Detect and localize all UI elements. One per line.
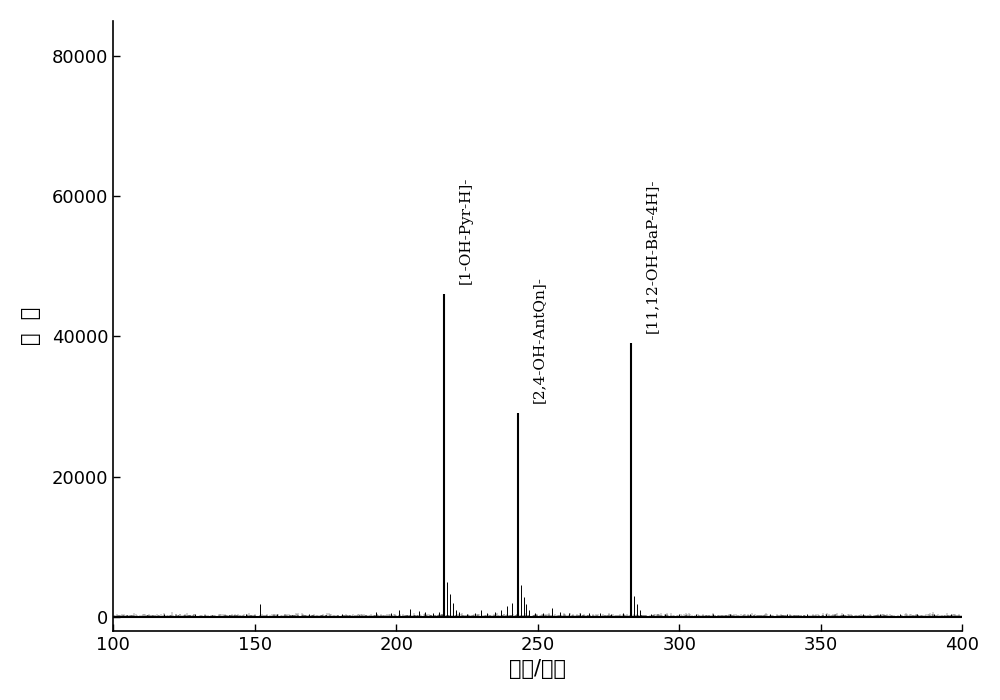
- Text: [1-OH-Pyr-H]-: [1-OH-Pyr-H]-: [459, 176, 473, 284]
- Text: [2,4-OH-AntQn]-: [2,4-OH-AntQn]-: [532, 276, 546, 403]
- Y-axis label: 强  度: 强 度: [21, 307, 41, 345]
- X-axis label: 质量/电荷: 质量/电荷: [509, 659, 566, 679]
- Text: [11,12-OH-BaP-4H]-: [11,12-OH-BaP-4H]-: [645, 178, 659, 332]
